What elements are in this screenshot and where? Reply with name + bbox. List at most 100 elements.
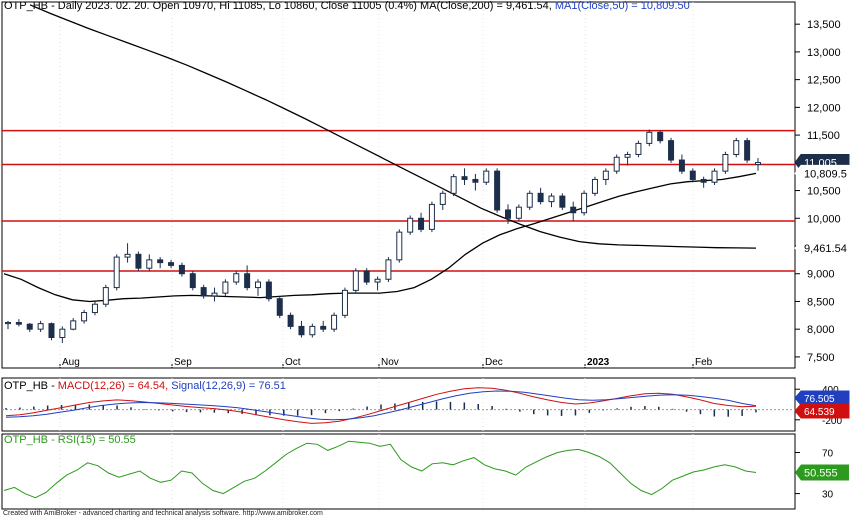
candle-body	[494, 170, 501, 211]
candle-body	[5, 322, 11, 325]
ma50-label: MA1(Close,50) = 10,809.50	[554, 0, 690, 12]
candle-body	[744, 140, 751, 161]
x-axis-label: Nov	[381, 357, 399, 368]
price-y-tick-label: 10,500	[807, 186, 841, 198]
candle-body	[15, 322, 22, 325]
rsi-header: OTP_HB - RSI(15) = 50.55	[4, 434, 136, 446]
candle-body	[124, 253, 131, 258]
candle-body	[450, 176, 457, 194]
macd-value-tag: 64.539	[804, 407, 835, 418]
x-axis-label: Feb	[695, 357, 713, 368]
candle-body	[157, 259, 164, 264]
candle-body	[548, 195, 555, 203]
candle-body	[309, 325, 316, 336]
ma50-line	[3, 172, 757, 303]
candle-body	[48, 323, 55, 338]
candle-body	[591, 178, 598, 194]
x-axis-label: Aug	[62, 357, 80, 368]
candle-body	[602, 170, 609, 180]
ticker-label: OTP_HB	[4, 0, 49, 12]
candle-body	[222, 281, 229, 294]
candle-body	[320, 325, 327, 330]
signal-value-tag: 76.505	[804, 394, 835, 405]
candle-body	[146, 259, 153, 269]
price-y-tick-label: 8,500	[807, 296, 835, 308]
candle-body	[472, 178, 479, 183]
candle-body	[537, 192, 544, 203]
macd-label: MACD(12,26) = 64.54,	[57, 380, 169, 392]
candle-body	[37, 323, 44, 330]
candle-body	[265, 281, 272, 300]
macd-value-tag-bg	[794, 403, 850, 419]
candle-body	[570, 206, 577, 214]
candle-body	[646, 131, 653, 144]
macd-pane-frame	[1, 377, 796, 432]
rsi-value-tag-bg	[795, 464, 849, 481]
macd-y-tick-label: -200	[822, 416, 842, 427]
price-y-tick-label: 13,000	[807, 47, 841, 59]
signal-label: Signal(12,26,9) = 76.51	[171, 380, 286, 392]
x-axis-label: Sep	[174, 357, 192, 368]
candle-body	[91, 303, 98, 314]
candle-body	[255, 281, 261, 289]
candle-body	[374, 278, 381, 283]
candle-body	[483, 170, 490, 183]
candle-body	[244, 273, 251, 289]
candle-body	[200, 287, 207, 297]
x-axis-label: 2023	[587, 357, 610, 368]
rsi-line	[3, 440, 757, 499]
candle-body	[363, 270, 370, 283]
candle-body	[331, 314, 338, 330]
candle-body	[581, 192, 588, 214]
candle-body	[668, 140, 675, 161]
price-y-tick-label: 7,500	[807, 352, 835, 364]
price-y-tick-label: 9,000	[807, 269, 835, 281]
candle-body	[178, 264, 185, 275]
price-title: Daily 2023. 02. 20. Open 10970, Hi 11085…	[57, 0, 417, 12]
candle-body	[102, 287, 109, 305]
candle-body	[287, 314, 294, 327]
candle-body	[755, 162, 761, 165]
candle-body	[189, 273, 196, 289]
candle-body	[352, 270, 359, 291]
candle-body	[113, 256, 120, 289]
candle-body	[700, 178, 707, 183]
price-y-tick-label: 12,000	[807, 102, 841, 114]
rsi-y-tick-label: 30	[822, 490, 834, 501]
footer-credit: Created with AmiBroker - advanced charti…	[3, 510, 323, 517]
candle-body	[418, 217, 425, 230]
candle-body	[515, 206, 522, 219]
candle-body	[711, 170, 718, 183]
ma50-tag-bg	[794, 164, 850, 182]
candle-body	[428, 203, 435, 230]
candle-body	[168, 262, 175, 266]
candle-body	[26, 323, 33, 330]
candle-body	[233, 273, 240, 283]
candle-body	[439, 192, 446, 205]
candle-body	[70, 320, 77, 330]
candle-body	[407, 217, 414, 233]
candle-body	[613, 156, 620, 172]
candle-body	[135, 253, 142, 269]
rsi-value-tag: 50.555	[804, 467, 838, 479]
price-y-tick-label: 12,500	[807, 75, 841, 87]
ma200-tag-bg	[794, 239, 850, 257]
macd-header: OTP_HB - MACD(12,26) = 64.54, Signal(12,…	[4, 380, 286, 392]
candle-body	[733, 140, 740, 156]
candle-body	[276, 298, 283, 316]
price-header: OTP_HB - Daily 2023. 02. 20. Open 10970,…	[4, 0, 690, 12]
rsi-label: OTP_HB - RSI(15) = 50.55	[4, 434, 136, 446]
candle-body	[461, 176, 468, 180]
candle-body	[396, 231, 403, 261]
candle-body	[526, 192, 533, 208]
candle-body	[81, 312, 88, 322]
candle-body	[211, 292, 218, 297]
candle-body	[689, 170, 696, 180]
price-y-tick-label: 11,500	[807, 130, 840, 142]
macd-line	[5, 387, 757, 424]
price-y-tick-label: 10,000	[807, 213, 841, 225]
candle-body	[505, 209, 511, 219]
candle-body	[298, 325, 305, 336]
candle-body	[657, 131, 664, 142]
rsi-pane-frame	[1, 433, 796, 510]
